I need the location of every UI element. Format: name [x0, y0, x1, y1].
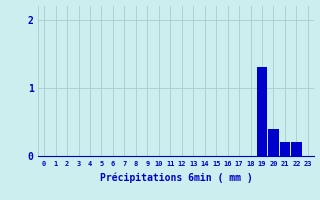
- Bar: [291, 142, 301, 156]
- Bar: [268, 129, 279, 156]
- Bar: [280, 142, 290, 156]
- Bar: [257, 67, 267, 156]
- X-axis label: Précipitations 6min ( mm ): Précipitations 6min ( mm ): [100, 172, 252, 183]
